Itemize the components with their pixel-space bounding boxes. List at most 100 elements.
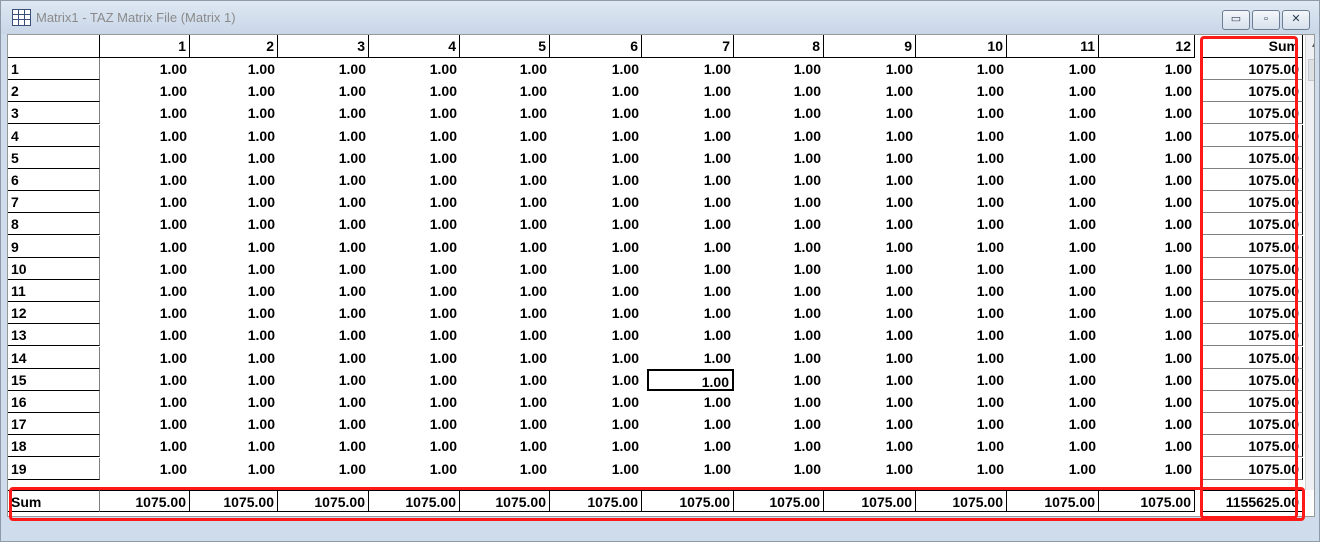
matrix-cell[interactable]: 1.00 — [247, 83, 275, 99]
matrix-cell[interactable]: 1.00 — [159, 327, 187, 343]
matrix-cell[interactable]: 1.00 — [1068, 372, 1096, 388]
column-header-10[interactable]: 10 — [916, 35, 1007, 58]
matrix-cell[interactable]: 1.00 — [159, 438, 187, 454]
matrix-cell[interactable]: 1.00 — [1068, 128, 1096, 144]
column-header-2[interactable]: 2 — [190, 35, 278, 58]
matrix-cell[interactable]: 1.00 — [793, 261, 821, 277]
row-header-9[interactable]: 9 — [8, 236, 100, 258]
matrix-cell[interactable]: 1.00 — [1164, 83, 1192, 99]
matrix-cell[interactable]: 1.00 — [976, 327, 1004, 343]
row-header-4[interactable]: 4 — [8, 125, 100, 147]
matrix-cell[interactable]: 1.00 — [429, 239, 457, 255]
matrix-cell[interactable]: 1.00 — [1164, 283, 1192, 299]
matrix-cell[interactable]: 1.00 — [1068, 172, 1096, 188]
matrix-cell[interactable]: 1.00 — [1068, 283, 1096, 299]
matrix-cell[interactable]: 1.00 — [885, 350, 913, 366]
matrix-cell[interactable]: 1.00 — [159, 61, 187, 77]
title-bar[interactable]: Matrix1 - TAZ Matrix File (Matrix 1) ▭ ▫… — [1, 1, 1319, 34]
matrix-cell[interactable]: 1.00 — [611, 416, 639, 432]
matrix-cell[interactable]: 1.00 — [885, 194, 913, 210]
vertical-scroll-thumb[interactable] — [1308, 59, 1314, 81]
matrix-cell[interactable]: 1.00 — [338, 150, 366, 166]
matrix-cell[interactable]: 1.00 — [1068, 61, 1096, 77]
matrix-cell[interactable]: 1.00 — [1068, 261, 1096, 277]
matrix-cell[interactable]: 1.00 — [611, 216, 639, 232]
matrix-cell[interactable]: 1.00 — [338, 327, 366, 343]
matrix-cell[interactable]: 1.00 — [338, 194, 366, 210]
matrix-cell[interactable]: 1.00 — [703, 461, 731, 477]
matrix-cell[interactable]: 1.00 — [976, 394, 1004, 410]
matrix-cell[interactable]: 1.00 — [338, 394, 366, 410]
matrix-cell[interactable]: 1.00 — [519, 416, 547, 432]
matrix-cell[interactable]: 1.00 — [885, 416, 913, 432]
matrix-cell[interactable]: 1.00 — [247, 438, 275, 454]
matrix-cell[interactable]: 1.00 — [1164, 239, 1192, 255]
column-header-11[interactable]: 11 — [1007, 35, 1099, 58]
matrix-cell[interactable]: 1.00 — [976, 283, 1004, 299]
matrix-cell[interactable]: 1.00 — [429, 416, 457, 432]
matrix-cell[interactable]: 1.00 — [159, 150, 187, 166]
matrix-cell[interactable]: 1.00 — [247, 261, 275, 277]
matrix-cell[interactable]: 1.00 — [703, 172, 731, 188]
matrix-cell[interactable]: 1.00 — [247, 105, 275, 121]
matrix-cell[interactable]: 1.00 — [1068, 239, 1096, 255]
matrix-cell[interactable]: 1.00 — [1068, 394, 1096, 410]
matrix-cell[interactable]: 1.00 — [611, 461, 639, 477]
matrix-cell[interactable]: 1.00 — [976, 350, 1004, 366]
restore-button[interactable]: ▫ — [1252, 10, 1280, 30]
matrix-cell[interactable]: 1.00 — [703, 83, 731, 99]
matrix-cell[interactable]: 1.00 — [247, 372, 275, 388]
selected-cell[interactable]: 1.00 — [647, 369, 734, 391]
row-header-6[interactable]: 6 — [8, 169, 100, 191]
matrix-cell[interactable]: 1.00 — [885, 128, 913, 144]
matrix-cell[interactable]: 1.00 — [885, 150, 913, 166]
matrix-cell[interactable]: 1.00 — [519, 216, 547, 232]
matrix-cell[interactable]: 1.00 — [703, 327, 731, 343]
matrix-cell[interactable]: 1.00 — [703, 416, 731, 432]
matrix-cell[interactable]: 1.00 — [429, 216, 457, 232]
matrix-cell[interactable]: 1.00 — [429, 372, 457, 388]
matrix-cell[interactable]: 1.00 — [976, 239, 1004, 255]
matrix-cell[interactable]: 1.00 — [247, 128, 275, 144]
matrix-cell[interactable]: 1.00 — [885, 239, 913, 255]
matrix-cell[interactable]: 1.00 — [519, 150, 547, 166]
matrix-cell[interactable]: 1.00 — [1164, 372, 1192, 388]
row-header-1[interactable]: 1 — [8, 58, 100, 80]
matrix-cell[interactable]: 1.00 — [703, 283, 731, 299]
matrix-cell[interactable]: 1.00 — [793, 83, 821, 99]
matrix-cell[interactable]: 1.00 — [338, 216, 366, 232]
row-sum-cell[interactable]: 1075.00 — [1200, 280, 1303, 302]
matrix-cell[interactable]: 1.00 — [1164, 305, 1192, 321]
sum-row-label[interactable]: Sum — [8, 490, 100, 512]
column-sum-cell[interactable]: 1075.00 — [642, 490, 734, 512]
matrix-cell[interactable]: 1.00 — [159, 305, 187, 321]
matrix-cell[interactable]: 1.00 — [976, 461, 1004, 477]
matrix-cell[interactable]: 1.00 — [793, 394, 821, 410]
matrix-cell[interactable]: 1.00 — [611, 438, 639, 454]
close-button[interactable]: ✕ — [1282, 10, 1310, 30]
row-sum-cell[interactable]: 1075.00 — [1200, 458, 1303, 480]
matrix-cell[interactable]: 1.00 — [1164, 394, 1192, 410]
matrix-cell[interactable]: 1.00 — [793, 150, 821, 166]
column-header-5[interactable]: 5 — [460, 35, 550, 58]
column-sum-cell[interactable]: 1075.00 — [100, 490, 190, 512]
matrix-cell[interactable]: 1.00 — [247, 394, 275, 410]
matrix-cell[interactable]: 1.00 — [1068, 194, 1096, 210]
column-sum-cell[interactable]: 1075.00 — [190, 490, 278, 512]
column-header-9[interactable]: 9 — [824, 35, 916, 58]
matrix-cell[interactable]: 1.00 — [793, 239, 821, 255]
matrix-cell[interactable]: 1.00 — [159, 261, 187, 277]
matrix-cell[interactable]: 1.00 — [159, 105, 187, 121]
matrix-cell[interactable]: 1.00 — [793, 350, 821, 366]
matrix-cell[interactable]: 1.00 — [976, 61, 1004, 77]
matrix-cell[interactable]: 1.00 — [247, 61, 275, 77]
matrix-cell[interactable]: 1.00 — [159, 172, 187, 188]
matrix-cell[interactable]: 1.00 — [338, 283, 366, 299]
matrix-cell[interactable]: 1.00 — [611, 239, 639, 255]
matrix-cell[interactable]: 1.00 — [611, 105, 639, 121]
matrix-cell[interactable]: 1.00 — [429, 461, 457, 477]
matrix-cell[interactable]: 1.00 — [611, 305, 639, 321]
matrix-cell[interactable]: 1.00 — [1164, 61, 1192, 77]
matrix-cell[interactable]: 1.00 — [338, 261, 366, 277]
matrix-cell[interactable]: 1.00 — [1164, 150, 1192, 166]
